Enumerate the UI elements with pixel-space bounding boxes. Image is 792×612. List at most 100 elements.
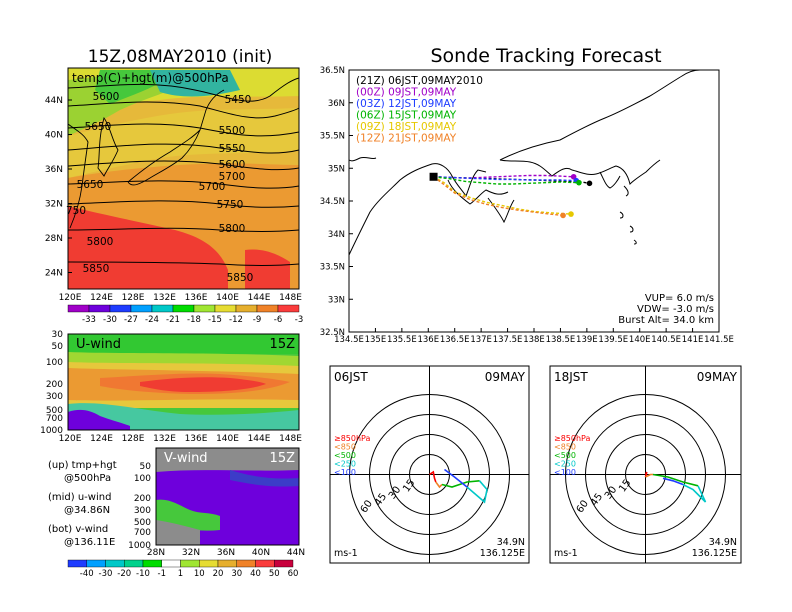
track-line xyxy=(433,176,564,217)
colorbar-label: 40 xyxy=(250,569,261,579)
lon-tick-label: 132E xyxy=(153,293,176,303)
colorbar-label: -30 xyxy=(99,569,113,579)
pressure-tick-label: 50 xyxy=(140,462,152,472)
colorbar-swatch xyxy=(236,559,256,568)
pressure-tick-label: 700 xyxy=(46,414,63,424)
lat-tick-label: 32.5N xyxy=(320,328,345,338)
note-line2: @34.86N xyxy=(64,505,110,516)
band-cyan xyxy=(150,70,240,97)
param-text: Burst Alt= 34.0 km xyxy=(618,315,714,326)
lon-tick-label: 136E xyxy=(417,335,439,345)
lat-tick-label: 33.5N xyxy=(320,263,345,273)
colorbar-swatch xyxy=(193,304,216,313)
track-coastlines xyxy=(348,69,701,256)
side-notes: (up) tmp+hgt @500hPa (mid) u-wind @34.86N (b… xyxy=(48,460,117,548)
lat-tick-label: 36N xyxy=(45,165,63,175)
landing-point xyxy=(560,212,566,219)
colorbar-label: 20 xyxy=(213,569,224,579)
hodograph-legend-entry: <100 xyxy=(554,468,576,477)
hodograph-unit: ms-1 xyxy=(554,548,578,559)
colorbar-swatch xyxy=(142,559,162,568)
lat-tick-label: 44N xyxy=(45,96,63,106)
panel500-label: temp(C)+hgt(m)@500hPa xyxy=(72,71,229,85)
legend-entry: (06Z) 15JST,09MAY xyxy=(356,110,457,122)
lon-tick-label: 136E xyxy=(185,434,208,444)
track-lon-ticks: 134.5E 135E 135.5E 136E 136.5E 137E 137.5E 138E… xyxy=(334,328,734,345)
lat-tick-label: 34N xyxy=(328,230,345,240)
contour-label: 5450 xyxy=(225,94,252,106)
hodograph-lat: 34.9N xyxy=(709,537,737,548)
colorbar-label: -40 xyxy=(80,569,94,579)
lon-tick-label: 140E xyxy=(629,335,651,345)
lon-tick-label: 137E xyxy=(470,335,492,345)
track-line xyxy=(433,174,574,179)
lat-tick-label: 36N xyxy=(328,99,345,109)
lat-tick-label: 24N xyxy=(45,269,63,279)
param-text: VDW= -3.0 m/s xyxy=(637,304,714,315)
note-line1: (mid) u-wind xyxy=(48,492,111,503)
contour-label: 5550 xyxy=(219,143,246,155)
hodograph-segment xyxy=(644,471,648,478)
hodograph-segment xyxy=(429,470,437,483)
lon-tick-label: 141E xyxy=(682,335,704,345)
hodograph-legend-entry: <250 xyxy=(554,460,576,469)
pressure-tick-label: 300 xyxy=(46,392,63,402)
hodograph-date: 09MAY xyxy=(697,370,738,384)
lon-tick-label: 141.5E xyxy=(704,335,734,345)
lon-tick-label: 120E xyxy=(59,434,82,444)
colorbar-swatch xyxy=(277,304,300,313)
hodograph-time: 18JST xyxy=(554,370,588,384)
contour-label: 5650 xyxy=(85,121,112,133)
contour-label: 5750 xyxy=(217,199,244,211)
panel500-lon-ticks: 120E 124E 128E 132E 136E 140E 144E 148E xyxy=(59,293,303,303)
colorbar-label: -12 xyxy=(229,315,243,325)
hodograph-lon: 136.125E xyxy=(480,548,525,559)
hodograph-date: 09MAY xyxy=(485,370,526,384)
wind-colorbar: -40 -30 -20 -10 -1 1 10 20 30 40 50 60 xyxy=(67,559,298,579)
pressure-tick-label: 700 xyxy=(134,528,151,538)
colorbar-swatch xyxy=(151,304,174,313)
colorbar-swatch xyxy=(105,559,125,568)
legend-entry: (09Z) 18JST,09MAY xyxy=(356,121,457,133)
coastline-china xyxy=(67,123,89,229)
contour-label: 5800 xyxy=(87,236,114,248)
lat-tick-label: 40N xyxy=(252,548,270,558)
lon-tick-label: 140E xyxy=(216,293,239,303)
hodograph-legend-entry: <850 xyxy=(554,443,576,452)
pressure-tick-label: 100 xyxy=(46,358,63,368)
temperature-colorbar: -33 -30 -27 -24 -21 -18 -15 -12 -9 -6 -3 xyxy=(67,304,303,325)
colorbar-label: -33 xyxy=(82,315,96,325)
hodograph-segment xyxy=(466,480,488,504)
colorbar-swatch xyxy=(67,559,87,568)
colorbar-label: -9 xyxy=(253,315,261,325)
hodograph-segment xyxy=(441,480,480,488)
launch-point-marker xyxy=(429,172,438,181)
track-line xyxy=(433,176,577,182)
colorbar-swatch xyxy=(235,304,258,313)
hodograph-lon: 136.125E xyxy=(692,548,737,559)
uwind-label: U-wind xyxy=(76,337,121,352)
lat-tick-label: 35.5N xyxy=(320,132,345,142)
lon-tick-label: 120E xyxy=(59,293,82,303)
param-text: VUP= 6.0 m/s xyxy=(645,293,714,304)
hodograph-legend-entry: ≥850hPa xyxy=(554,434,591,443)
hodograph-legend-entry: <500 xyxy=(334,451,356,460)
right-title: Sonde Tracking Forecast xyxy=(430,45,661,67)
hodograph-legend-entry: <850 xyxy=(334,443,356,452)
band-red-east xyxy=(245,249,290,289)
contour-label: 5600 xyxy=(93,91,120,103)
contour-label: 5650 xyxy=(77,179,104,191)
legend-entry: (00Z) 09JST,09MAY xyxy=(356,87,457,99)
note-line1: (up) tmp+hgt xyxy=(48,460,117,471)
lon-tick-label: 139.5E xyxy=(598,335,628,345)
contour-label: 5700 xyxy=(219,171,246,183)
hodograph-lat: 34.9N xyxy=(497,537,525,548)
track-line xyxy=(433,176,572,215)
colorbar-swatch xyxy=(130,304,153,313)
left-title: 15Z,08MAY2010 (init) xyxy=(88,47,273,67)
lon-tick-label: 136.5E xyxy=(440,335,470,345)
pressure-tick-label: 500 xyxy=(46,406,63,416)
hodograph-segment xyxy=(444,468,468,488)
